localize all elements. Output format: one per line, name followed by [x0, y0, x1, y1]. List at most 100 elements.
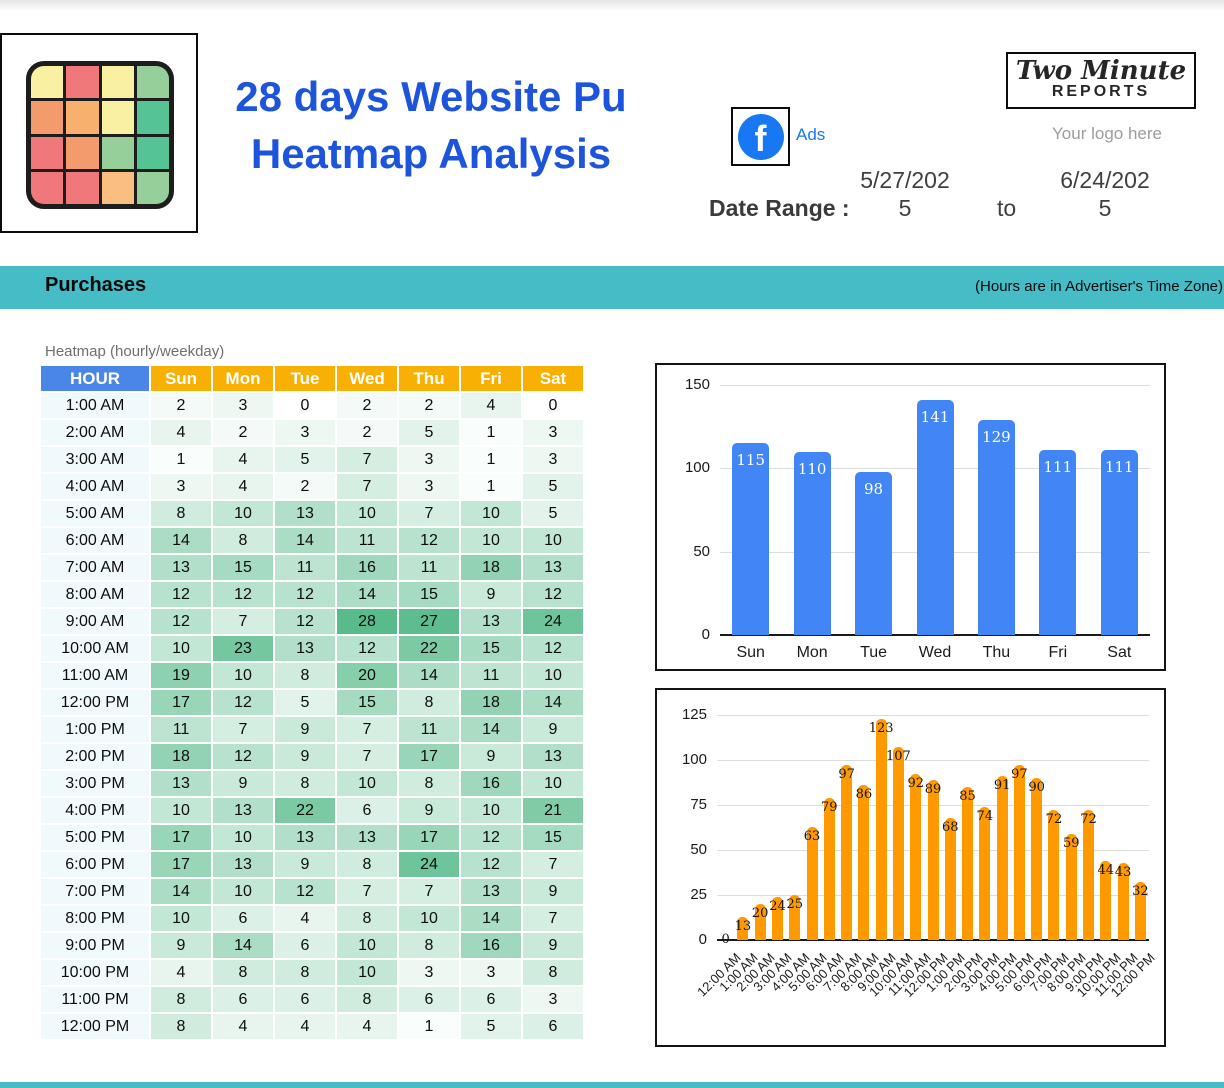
bar: [732, 443, 770, 635]
table-row: 4:00 PM 10 13 22 6 9 10 21: [41, 798, 583, 823]
hour-label: 4:00 AM: [41, 474, 149, 499]
table-row: 2:00 PM 18 12 9 7 17 9 13: [41, 744, 583, 769]
heatmap-cell: 7: [399, 879, 459, 904]
x-tick-label: Thu: [982, 644, 1011, 661]
y-tick-label: 75: [690, 796, 707, 813]
bar: [737, 916, 749, 940]
logo-grid-cell: [66, 101, 99, 134]
y-tick-label: 50: [693, 542, 710, 560]
table-row: 5:00 AM 8 10 13 10 7 10 5: [41, 501, 583, 526]
heatmap-cell: 3: [523, 447, 583, 472]
heatmap-cell: 13: [213, 852, 273, 877]
hour-label: 7:00 PM: [41, 879, 149, 904]
heatmap-cell: 10: [337, 960, 397, 985]
hour-label: 5:00 AM: [41, 501, 149, 526]
bar: [1039, 450, 1077, 635]
heatmap-cell: 7: [337, 744, 397, 769]
y-tick-label: 50: [690, 841, 707, 858]
page-title-line2: Heatmap Analysis: [250, 130, 612, 177]
heatmap-cell: 12: [213, 690, 273, 715]
heatmap-cell: 5: [275, 690, 335, 715]
bar-value-label: 89: [924, 781, 942, 797]
heatmap-cell: 8: [275, 960, 335, 985]
heatmap-cell: 12: [151, 609, 211, 634]
table-row: 7:00 PM 14 10 12 7 7 13 9: [41, 879, 583, 904]
heatmap-cell: 2: [151, 393, 211, 418]
heatmap-cell: 16: [461, 933, 521, 958]
heatmap-cell: 1: [151, 447, 211, 472]
heatmap-cell: 14: [151, 879, 211, 904]
bar-value-label: 115: [736, 451, 766, 470]
bar: [771, 896, 783, 940]
bar-value-label: 32: [1132, 884, 1149, 900]
heatmap-cell: 9: [461, 582, 521, 607]
heatmap-cell: 9: [461, 744, 521, 769]
daily-bar-chart: 0 50 100 150 115 Sun 110 Mon 98 Tue 141 Wed 129 Thu 11…: [655, 363, 1166, 671]
hour-label: 5:00 PM: [41, 825, 149, 850]
heatmap-cell: 5: [461, 1014, 521, 1039]
facebook-icon-box: f: [731, 107, 790, 166]
heatmap-cell: 8: [275, 663, 335, 688]
bar: [1100, 450, 1138, 635]
heatmap-cell: 1: [399, 1014, 459, 1039]
heatmap-cell: 4: [461, 393, 521, 418]
hour-label: 1:00 PM: [41, 717, 149, 742]
hour-label: 9:00 PM: [41, 933, 149, 958]
bar-value-label: 141: [920, 408, 950, 426]
heatmap-cell: 15: [461, 636, 521, 661]
heatmap-cell: 15: [523, 825, 583, 850]
table-row: 6:00 AM 14 8 14 11 12 10 10: [41, 528, 583, 553]
timezone-note: (Hours are in Advertiser's Time Zone): [975, 278, 1223, 295]
heatmap-cell: 6: [523, 1014, 583, 1039]
bar-value-label: 25: [786, 897, 804, 912]
bar: [789, 895, 801, 940]
bar-value-label: 129: [982, 428, 1011, 446]
logo-grid-cell: [66, 171, 99, 204]
heatmap-cell: 13: [461, 879, 521, 904]
heatmap-cell: 14: [461, 906, 521, 931]
date-range-label: Date Range :: [709, 195, 850, 221]
y-tick-label: 125: [681, 706, 707, 723]
bar-value-label: 91: [993, 778, 1011, 794]
section-title: Purchases: [45, 274, 147, 296]
table-row: 1:00 AM 2 3 0 2 2 4 0: [41, 393, 583, 418]
heatmap-cell: 5: [523, 474, 583, 499]
heatmap-cell: 13: [213, 798, 273, 823]
x-tick-label: Sat: [1107, 644, 1132, 661]
x-axis: [717, 939, 1149, 941]
bar: [944, 817, 956, 940]
heatmap-cell: 5: [523, 501, 583, 526]
your-logo-placeholder: Your logo here: [1052, 124, 1162, 143]
heatmap-cell: 14: [337, 582, 397, 607]
x-tick-label: Fri: [1048, 644, 1068, 661]
page-title: 28 days Website Pu Heatmap Analysis: [200, 68, 662, 182]
date-range-to: to: [997, 195, 1017, 221]
heatmap-cell: 7: [399, 501, 459, 526]
bar: [1013, 765, 1025, 940]
heatmap-cell: 28: [337, 609, 397, 634]
heatmap-cell: 14: [213, 933, 273, 958]
bar: [927, 779, 939, 940]
hour-label: 11:00 PM: [41, 987, 149, 1012]
table-row: 11:00 AM 19 10 8 20 14 11 10: [41, 663, 583, 688]
heatmap-cell: 7: [523, 906, 583, 931]
heatmap-cell: 0: [523, 393, 583, 418]
bar-value-label: 72: [1045, 812, 1063, 828]
bar-value-label: 24: [769, 898, 786, 914]
heatmap-cell: 2: [337, 420, 397, 445]
logo-grid-cell: [101, 66, 134, 99]
table-row: 2:00 AM 4 2 3 2 5 1 3: [41, 420, 583, 445]
table-row: 10:00 PM 4 8 8 10 3 3 8: [41, 960, 583, 985]
hour-label: 1:00 AM: [41, 393, 149, 418]
heatmap-cell: 13: [275, 501, 335, 526]
table-row: 12:00 PM 8 4 4 4 1 5 6: [41, 1014, 583, 1039]
heatmap-cell: 10: [523, 771, 583, 796]
heatmap-cell: 22: [275, 798, 335, 823]
heatmap-cell: 6: [461, 987, 521, 1012]
col-header-day: Fri: [461, 366, 521, 391]
col-header-day: Tue: [275, 366, 335, 391]
bar: [754, 904, 766, 940]
hour-label: 2:00 PM: [41, 744, 149, 769]
heatmap-cell: 13: [461, 609, 521, 634]
heatmap-cell: 15: [399, 582, 459, 607]
